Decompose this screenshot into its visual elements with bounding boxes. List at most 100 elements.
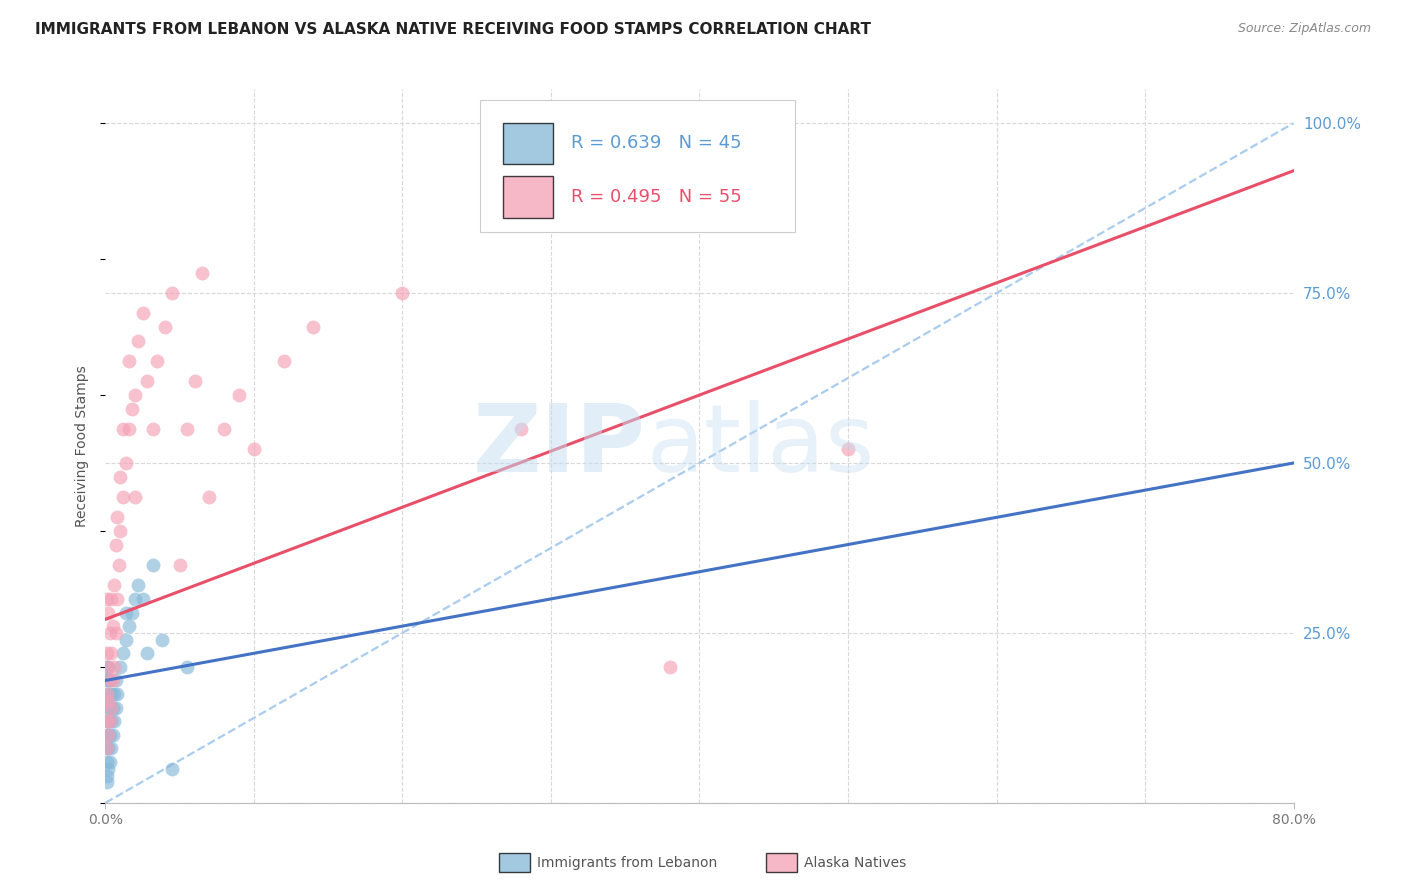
Point bbox=[108, 558, 131, 572]
Text: Alaska Natives: Alaska Natives bbox=[804, 855, 907, 870]
Point bbox=[96, 741, 118, 756]
Point bbox=[110, 469, 132, 483]
Point bbox=[96, 728, 118, 742]
Point bbox=[146, 354, 169, 368]
Point bbox=[100, 591, 122, 606]
Point bbox=[103, 660, 125, 674]
Point bbox=[96, 700, 118, 714]
Point bbox=[97, 660, 120, 674]
Point bbox=[112, 646, 135, 660]
Point bbox=[136, 375, 159, 389]
Point bbox=[100, 687, 122, 701]
Point bbox=[112, 422, 135, 436]
Text: ZIP: ZIP bbox=[474, 400, 645, 492]
Text: R = 0.639   N = 45: R = 0.639 N = 45 bbox=[571, 135, 742, 153]
Point bbox=[510, 422, 533, 436]
Point bbox=[97, 762, 120, 776]
Point bbox=[97, 660, 120, 674]
Text: R = 0.495   N = 55: R = 0.495 N = 55 bbox=[571, 188, 742, 206]
Point bbox=[100, 700, 122, 714]
Point bbox=[101, 700, 124, 714]
Point bbox=[105, 510, 128, 524]
Point bbox=[96, 775, 118, 789]
Point bbox=[658, 660, 681, 674]
Point bbox=[98, 714, 121, 729]
FancyBboxPatch shape bbox=[479, 100, 794, 232]
Point bbox=[104, 537, 127, 551]
Point bbox=[198, 490, 221, 504]
Point bbox=[96, 687, 118, 701]
Point bbox=[150, 632, 173, 647]
FancyBboxPatch shape bbox=[503, 177, 554, 218]
Point bbox=[273, 354, 295, 368]
Point bbox=[96, 687, 118, 701]
Point bbox=[191, 266, 214, 280]
Point bbox=[100, 646, 122, 660]
Point bbox=[115, 456, 138, 470]
Point bbox=[162, 286, 184, 301]
Point bbox=[97, 728, 120, 742]
FancyBboxPatch shape bbox=[503, 123, 554, 164]
Point bbox=[127, 578, 149, 592]
Point bbox=[96, 769, 118, 783]
Point bbox=[302, 320, 325, 334]
Point bbox=[104, 673, 127, 688]
Point bbox=[142, 558, 165, 572]
Point bbox=[98, 626, 121, 640]
Point bbox=[100, 714, 122, 729]
Point bbox=[104, 626, 127, 640]
Y-axis label: Receiving Food Stamps: Receiving Food Stamps bbox=[76, 365, 90, 527]
Point bbox=[98, 728, 121, 742]
Point bbox=[142, 422, 165, 436]
Point bbox=[98, 673, 121, 688]
Point bbox=[162, 762, 184, 776]
Point bbox=[118, 422, 141, 436]
Point bbox=[96, 714, 118, 729]
Point bbox=[136, 646, 159, 660]
Point bbox=[105, 591, 128, 606]
Text: Immigrants from Lebanon: Immigrants from Lebanon bbox=[537, 855, 717, 870]
Point bbox=[127, 334, 149, 348]
Point bbox=[153, 320, 176, 334]
Point bbox=[96, 714, 118, 729]
Point bbox=[183, 375, 205, 389]
Point bbox=[228, 388, 250, 402]
Point bbox=[124, 388, 146, 402]
Point bbox=[98, 673, 121, 688]
Point bbox=[104, 700, 127, 714]
Point bbox=[96, 755, 118, 769]
Point bbox=[97, 741, 120, 756]
Point bbox=[97, 673, 120, 688]
Point bbox=[96, 660, 118, 674]
Point bbox=[176, 660, 198, 674]
Point bbox=[103, 687, 125, 701]
Point bbox=[100, 741, 122, 756]
Point bbox=[112, 490, 135, 504]
Point bbox=[118, 619, 141, 633]
Point bbox=[115, 632, 138, 647]
Point bbox=[243, 442, 266, 457]
Point bbox=[96, 646, 118, 660]
Point bbox=[121, 606, 143, 620]
Point bbox=[97, 728, 120, 742]
Point bbox=[124, 591, 146, 606]
Point bbox=[96, 591, 118, 606]
Point bbox=[169, 558, 191, 572]
Point bbox=[115, 606, 138, 620]
Point bbox=[105, 687, 128, 701]
Point bbox=[131, 306, 153, 320]
Point bbox=[101, 673, 124, 688]
Point bbox=[837, 442, 859, 457]
Point bbox=[131, 591, 153, 606]
Point bbox=[110, 524, 132, 538]
Text: Source: ZipAtlas.com: Source: ZipAtlas.com bbox=[1237, 22, 1371, 36]
Point bbox=[110, 660, 132, 674]
Point bbox=[118, 354, 141, 368]
Point bbox=[103, 714, 125, 729]
Text: atlas: atlas bbox=[645, 400, 875, 492]
Point bbox=[176, 422, 198, 436]
Text: IMMIGRANTS FROM LEBANON VS ALASKA NATIVE RECEIVING FOOD STAMPS CORRELATION CHART: IMMIGRANTS FROM LEBANON VS ALASKA NATIVE… bbox=[35, 22, 872, 37]
Point bbox=[97, 694, 120, 708]
Point bbox=[103, 578, 125, 592]
Point bbox=[391, 286, 413, 301]
